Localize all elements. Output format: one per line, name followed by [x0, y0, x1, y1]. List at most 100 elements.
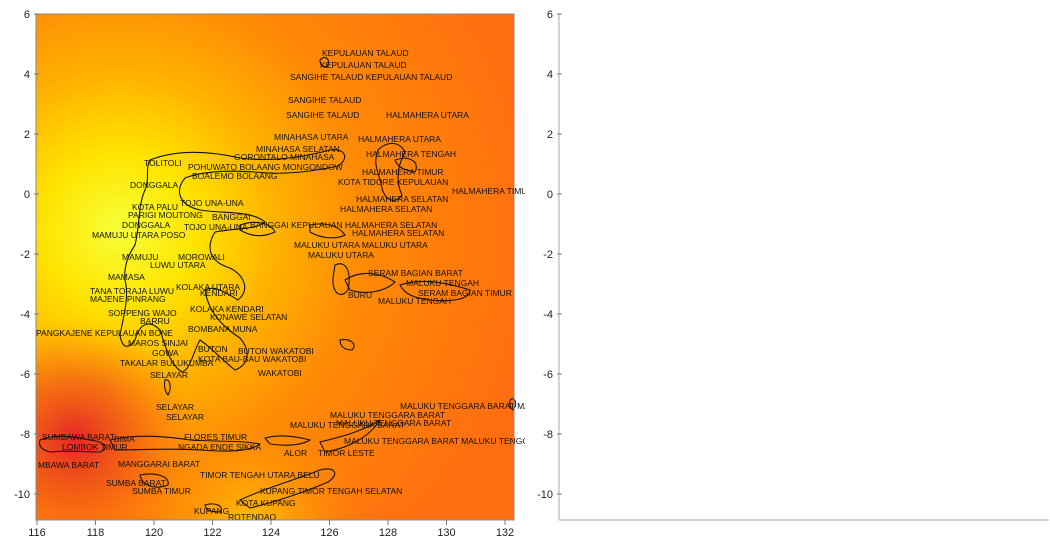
region-label: KUPANG TIMOR TENGAH SELATAN [260, 486, 402, 496]
region-label: ROTENDAO [228, 512, 277, 522]
region-label: BARRU [140, 316, 170, 326]
y-tick-label: -6 [543, 369, 553, 381]
region-label: MOROWALI [178, 252, 225, 262]
region-label: HALMAHERA SELATAN [352, 228, 444, 238]
island-outline [139, 473, 169, 488]
region-label: KUPANG [194, 506, 229, 516]
island-outline [319, 419, 381, 453]
region-label: MALUKU TENGGARA BARAT [336, 418, 451, 428]
region-label: SANGIHE TALAUD [286, 110, 359, 120]
y-tick-label: 2 [24, 129, 30, 141]
region-label: NGADA ENDE SIKKA [178, 442, 261, 452]
region-label: MALUKU UTARA MALUKU UTARA [294, 240, 428, 250]
island-outline [394, 157, 417, 173]
island-outline [319, 57, 329, 68]
region-label: BANGGAI KEPULAUAN HALMAHERA SELATAN [250, 220, 437, 230]
region-label: TOJO UNA-UNA [184, 222, 248, 232]
region-label: PARIGI MOUTONG [128, 210, 203, 220]
region-label: MALUKU UTARA [308, 250, 374, 260]
y-tick-label: -4 [543, 309, 553, 321]
region-label: KOTA BAU-BAU WAKATOBI [198, 354, 306, 364]
region-label: HALMAHERA TIMUR [452, 186, 525, 196]
region-label: GORONTALO MINAHASA [234, 152, 335, 162]
y-tick-label: -4 [20, 309, 30, 321]
y-tick-label: -8 [20, 429, 30, 441]
y-tick-label: -6 [20, 369, 30, 381]
region-label: TANA TORAJA LUWU [90, 286, 174, 296]
region-label: HALMAHERA TIMUR [362, 167, 444, 177]
island-outline [309, 223, 346, 239]
region-label: LOMBOK TIMUR [62, 442, 128, 452]
region-label: DONGGALA [130, 180, 179, 190]
region-label: BOMBANA MUNA [188, 324, 258, 334]
region-label: KEPULAUAN TALAUD [320, 60, 407, 70]
region-label: SUMBA TIMUR [132, 486, 191, 496]
island-outline [109, 435, 262, 452]
region-label: FLORES TIMUR [184, 432, 247, 442]
region-label: HALMAHERA SELATAN [340, 204, 432, 214]
region-label: TOJO UNA-UNA [180, 198, 244, 208]
region-label: MINAHASA UTARA [274, 132, 349, 142]
region-label: BIMA [114, 434, 135, 444]
island-outline [399, 280, 471, 302]
x-tick-label: 122 [203, 527, 221, 539]
region-label: SELAYAR [150, 370, 188, 380]
y-tick-label: -10 [537, 489, 553, 501]
y-tick-label: -8 [543, 429, 553, 441]
region-label: HALMAHERA TENGAH [366, 149, 456, 159]
x-tick-label: 120 [145, 527, 163, 539]
region-label: MALUKU TENGAH [378, 296, 451, 306]
y-tick-label: -2 [543, 249, 553, 261]
island-outline [238, 468, 336, 509]
region-label: KONAWE SELATAN [210, 312, 287, 322]
region-label: SELAYAR [166, 412, 204, 422]
island-outline [344, 272, 396, 293]
x-tick-label: 126 [320, 527, 338, 539]
region-label: LUWU UTARA [150, 260, 206, 270]
region-label: PANGKAJENE KEPULAUAN BONE [36, 328, 173, 338]
region-label: KOTA TIDORE KEPULAUAN [338, 177, 448, 187]
region-label: TIMOR TENGAH UTARA BELU [200, 470, 320, 480]
region-label: MALUKU TENGGARA BARAT [330, 410, 445, 420]
region-label: BUTON WAKATOBI [238, 346, 314, 356]
y-tick-label: 0 [24, 189, 30, 201]
island-outline [332, 263, 350, 295]
x-tick-label: 128 [379, 527, 397, 539]
right-plot-background [559, 14, 1049, 520]
right-y-axis: 6 4 2 0 -2 -4 -6 -8 -10 [537, 9, 562, 501]
region-label: TAKALAR BULUKUMBA [120, 358, 214, 368]
region-label: KOTA PALU [132, 202, 178, 212]
island-outline [239, 221, 276, 237]
region-label: SUMBAWA BARAT [42, 432, 115, 442]
y-tick-label: 4 [547, 69, 553, 81]
region-label: TIMOR LESTE [318, 448, 375, 458]
y-tick-label: 4 [24, 69, 30, 81]
region-label: POHUWATO BOLAANG MONGONDOW [188, 162, 343, 172]
region-label: MAMASA [108, 272, 145, 282]
region-label: MALUKU TENGGARA BARAT [290, 420, 405, 430]
region-label: MAJENE PINRANG [90, 294, 166, 304]
region-label: MBAWA BARAT [38, 460, 99, 470]
left-plot-frame [35, 13, 515, 521]
y-tick-label: -10 [14, 489, 30, 501]
region-label: HALMAHERA SELATAN [356, 194, 448, 204]
island-outline [163, 379, 171, 396]
left-x-axis: 116 118 120 122 124 126 128 130 132 [28, 520, 514, 539]
region-label: SOPPENG WAJO [108, 308, 177, 318]
region-label: GOWA [152, 348, 179, 358]
island-outline [375, 142, 406, 201]
region-label: BURU [348, 290, 372, 300]
region-label: KOLAKA KENDARI [190, 304, 264, 314]
region-label: MANGGARAI BARAT [118, 459, 200, 469]
x-tick-label: 116 [28, 527, 46, 539]
x-tick-label: 118 [87, 527, 105, 539]
left-map-svg: KEPULAUAN TALAUD KEPULAUAN TALAUD SANGIHE … [14, 9, 525, 539]
region-label: TOLITOLI [144, 158, 181, 168]
region-label: SANGIHE TALAUD [288, 95, 361, 105]
region-label: MALUKU TENGAH [406, 278, 479, 288]
y-tick-label: 2 [547, 129, 553, 141]
island-outline [119, 149, 346, 373]
region-label: HALMAHERA UTARA [386, 110, 469, 120]
